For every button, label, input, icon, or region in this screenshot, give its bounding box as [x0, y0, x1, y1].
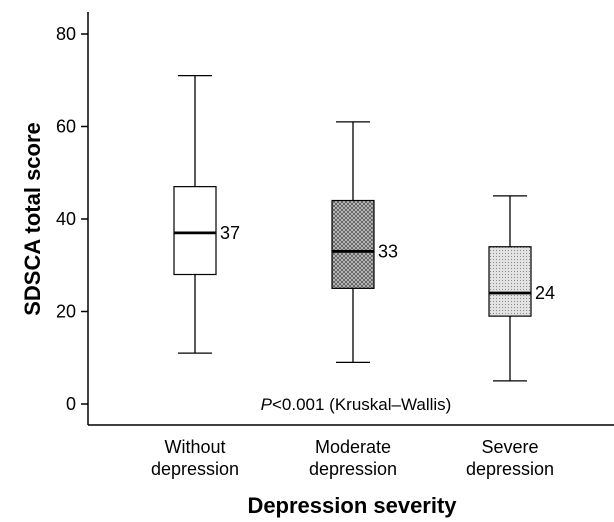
y-tick-label: 20 — [56, 302, 76, 322]
significance-annotation: P<0.001 (Kruskal–Wallis) — [261, 395, 452, 414]
x-category-label: Moderate depression — [309, 437, 397, 479]
annotation-text: <0.001 (Kruskal–Wallis) — [272, 395, 451, 414]
y-tick-label: 80 — [56, 24, 76, 44]
y-tick-label: 40 — [56, 209, 76, 229]
box-group: 33 — [331, 121, 398, 364]
y-axis-title: SDSCA total score — [20, 122, 45, 316]
iqr-box — [331, 199, 375, 289]
median-value-label: 24 — [535, 283, 555, 303]
x-axis-category-labels: Without depression Moderate depression Sever… — [151, 437, 554, 479]
box-group: 37 — [173, 74, 240, 354]
x-axis-title: Depression severity — [247, 493, 457, 518]
iqr-box — [173, 186, 217, 276]
box-group: 24 — [488, 195, 555, 382]
y-tick-label: 0 — [66, 394, 76, 414]
iqr-box — [488, 246, 532, 317]
box-series: 37 33 24 — [173, 74, 555, 382]
x-category-label: Without depression — [151, 437, 239, 479]
median-value-label: 37 — [220, 223, 240, 243]
annotation-italic: P — [261, 395, 273, 414]
median-value-label: 33 — [378, 241, 398, 261]
x-category-label: Severe depression — [466, 437, 554, 479]
y-axis-ticks: 0 20 40 60 80 — [56, 24, 88, 414]
y-tick-label: 60 — [56, 117, 76, 137]
